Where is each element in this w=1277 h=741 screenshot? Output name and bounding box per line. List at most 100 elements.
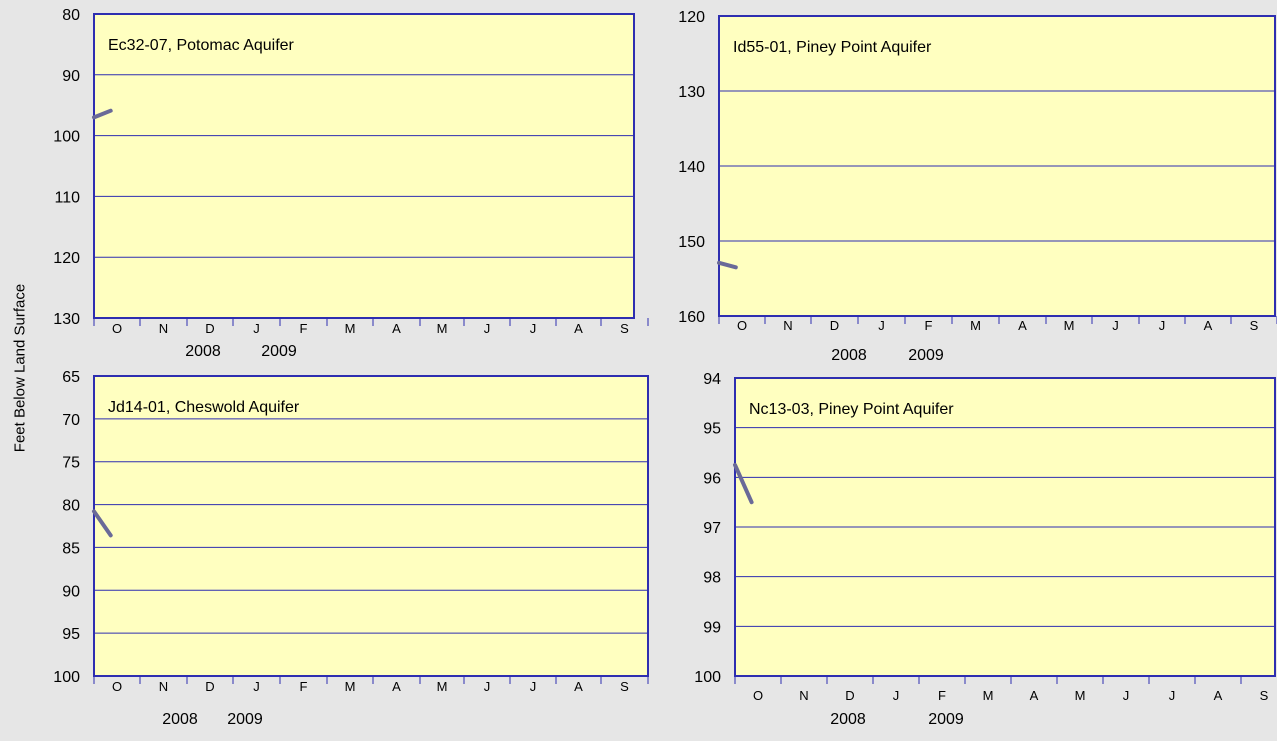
plot-frame (718, 15, 1276, 317)
y-tick-label: 80 (62, 7, 80, 24)
plot-area (94, 376, 648, 676)
x-month-label: J (253, 321, 260, 336)
x-month-label: J (878, 318, 885, 333)
plot-area (94, 14, 634, 318)
x-year-label: 2008 (162, 711, 198, 728)
chart-title: Jd14-01, Cheswold Aquifer (108, 399, 300, 416)
x-month-label: O (753, 688, 763, 703)
x-month-label: J (1123, 688, 1130, 703)
x-month-label: A (1204, 318, 1213, 333)
y-tick-label: 75 (62, 455, 80, 472)
x-month-label: J (1112, 318, 1119, 333)
x-month-label: N (159, 679, 168, 694)
y-tick-label: 130 (53, 311, 80, 328)
y-tick-label: 120 (678, 9, 705, 26)
y-tick-label: 95 (703, 421, 721, 438)
y-tick-label: 80 (62, 498, 80, 515)
x-month-label: J (484, 321, 491, 336)
x-month-label: S (1260, 688, 1269, 703)
plot-frame (93, 13, 635, 319)
x-month-label: A (392, 321, 401, 336)
x-month-label: F (300, 679, 308, 694)
x-month-label: M (437, 679, 448, 694)
y-tick-label: 90 (62, 68, 80, 85)
x-month-label: O (112, 321, 122, 336)
x-year-label: 2008 (831, 347, 867, 364)
x-month-label: S (620, 679, 629, 694)
plot-frame (93, 375, 649, 677)
y-tick-label: 100 (53, 669, 80, 686)
data-line (733, 462, 754, 505)
y-tick-label: 140 (678, 159, 705, 176)
x-month-label: J (530, 321, 537, 336)
y-tick-label: 150 (678, 234, 705, 251)
x-month-label: M (1064, 318, 1075, 333)
x-month-label: M (970, 318, 981, 333)
x-year-label: 2008 (830, 711, 866, 728)
x-month-label: M (437, 321, 448, 336)
y-tick-label: 70 (62, 412, 80, 429)
x-month-label: A (1018, 318, 1027, 333)
x-month-label: M (1075, 688, 1086, 703)
x-month-label: M (345, 679, 356, 694)
x-month-label: A (574, 321, 583, 336)
y-tick-label: 160 (678, 309, 705, 326)
x-year-label: 2009 (261, 343, 297, 360)
plot-frame (734, 377, 1276, 677)
y-tick-label: 85 (62, 540, 80, 557)
data-line (92, 509, 113, 538)
x-month-label: A (574, 679, 583, 694)
y-tick-label: 96 (703, 470, 721, 487)
y-tick-label: 130 (678, 84, 705, 101)
x-month-label: J (893, 688, 900, 703)
y-axis-label: Feet Below Land Surface (11, 283, 29, 453)
x-month-label: N (799, 688, 808, 703)
x-month-label: F (300, 321, 308, 336)
y-tick-label: 65 (62, 369, 80, 386)
x-year-label: 2009 (227, 711, 263, 728)
x-month-label: O (737, 318, 747, 333)
data-line (717, 260, 738, 270)
y-tick-label: 99 (703, 619, 721, 636)
x-month-label: J (1159, 318, 1166, 333)
y-tick-label: 94 (703, 371, 721, 388)
x-month-label: F (938, 688, 946, 703)
x-month-label: S (620, 321, 629, 336)
x-month-label: S (1250, 318, 1259, 333)
chart-panel: 80 90 100 110 120 130 O N D J F M A M J J A S 2008 2009 Ec32… (53, 7, 649, 360)
x-month-label: D (205, 679, 214, 694)
x-year-label: 2009 (908, 347, 944, 364)
chart-title: Nc13-03, Piney Point Aquifer (749, 401, 954, 418)
x-month-label: J (1169, 688, 1176, 703)
x-month-label: J (253, 679, 260, 694)
chart-title: Id55-01, Piney Point Aquifer (733, 39, 932, 56)
y-tick-label: 97 (703, 520, 721, 537)
y-tick-label: 100 (694, 669, 721, 686)
x-month-label: D (830, 318, 839, 333)
y-tick-label: 110 (54, 189, 80, 206)
x-month-label: M (983, 688, 994, 703)
x-month-label: M (345, 321, 356, 336)
y-tick-label: 120 (53, 250, 80, 267)
chart-panel: 65 70 75 80 85 90 95 100 O N D J F M A M J J A S 2008 2009 Jd1… (53, 369, 649, 728)
chart-panel: 120 130 140 150 160 O N D J F M A M J J A S 2008 2009 Id55-… (678, 9, 1277, 364)
x-year-label: 2008 (185, 343, 221, 360)
x-year-label: 2009 (928, 711, 964, 728)
x-month-label: D (845, 688, 854, 703)
y-tick-label: 100 (53, 129, 80, 146)
x-month-label: A (1214, 688, 1223, 703)
x-month-label: F (925, 318, 933, 333)
y-tick-label: 95 (62, 626, 80, 643)
chart-title: Ec32-07, Potomac Aquifer (108, 37, 295, 54)
x-month-label: N (159, 321, 168, 336)
y-tick-label: 98 (703, 570, 721, 587)
x-month-label: A (392, 679, 401, 694)
data-line (92, 108, 113, 120)
x-month-label: D (205, 321, 214, 336)
chart-panel: 94 95 96 97 98 99 100 O N D J F M A M J J A S 2008 2009 Nc13-… (694, 371, 1276, 728)
x-month-label: J (530, 679, 537, 694)
y-tick-label: 90 (62, 583, 80, 600)
x-month-label: O (112, 679, 122, 694)
